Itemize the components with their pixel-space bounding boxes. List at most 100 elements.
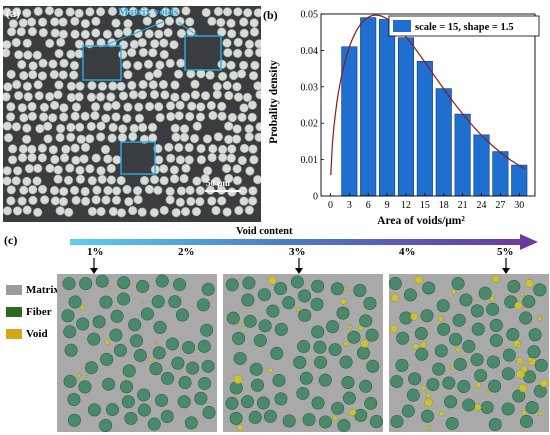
fiber-circle [390, 415, 404, 429]
fiber-circle [232, 124, 242, 134]
fiber-circle [452, 313, 466, 327]
fiber-circle [155, 393, 169, 407]
fiber-circle [3, 176, 12, 186]
fiber-circle [85, 164, 95, 174]
fiber-circle [8, 144, 18, 154]
pct-2: 2% [178, 246, 195, 258]
fiber-circle [97, 174, 107, 185]
void-circle [537, 316, 542, 321]
x-tick-label: 21 [458, 200, 468, 211]
x-tick-label: 9 [385, 200, 390, 211]
void-circle [238, 322, 243, 328]
fiber-circle [85, 134, 95, 144]
fiber-circle [217, 101, 227, 112]
fiber-circle [176, 28, 187, 39]
fiber-circle [224, 173, 234, 184]
fiber-circle [103, 185, 113, 196]
fiber-circle [233, 48, 243, 58]
fiber-circle [19, 70, 29, 81]
legend-text: scale = 15, shape = 1.5 [415, 22, 514, 33]
void-circle [84, 375, 89, 379]
fiber-circle [99, 419, 113, 432]
fiber-circle [211, 176, 222, 186]
fiber-circle [196, 102, 206, 112]
fiber-circle [128, 131, 138, 142]
bar-27 [492, 151, 509, 197]
fiber-circle [23, 92, 33, 102]
fiber-circle [43, 121, 53, 131]
fiber-circle [91, 195, 101, 205]
fiber-circle [59, 186, 69, 197]
fiber-circle [33, 80, 43, 90]
fiber-circle [128, 318, 142, 332]
fiber-circle [153, 143, 163, 154]
fiber-circle [106, 163, 116, 174]
fiber-circle [244, 48, 254, 58]
fiber-circle [37, 143, 48, 153]
fiber-circle [106, 175, 117, 185]
fiber-circle [170, 7, 180, 17]
fiber-circle [33, 6, 43, 16]
void-circle [489, 296, 495, 302]
fiber-circle [76, 134, 86, 144]
fiber-circle [512, 389, 526, 403]
fiber-circle [507, 279, 521, 293]
fiber-circle [66, 122, 76, 132]
void-circle [426, 425, 431, 430]
fiber-circle [173, 278, 187, 292]
fiber-circle [176, 186, 187, 196]
fiber-circle [366, 359, 380, 373]
fiber-circle [128, 205, 138, 216]
fiber-circle [202, 406, 216, 420]
fiber-circle [109, 328, 123, 342]
fiber-circle [311, 279, 325, 293]
fiber-circle [40, 195, 50, 205]
fiber-circle [154, 29, 164, 39]
fiber-circle [28, 61, 38, 71]
fiber-circle [414, 327, 428, 341]
fiber-circle [165, 186, 175, 196]
fiber-circle [18, 18, 28, 28]
legend-matrix-label: Matrix [26, 284, 59, 296]
fiber-circle [92, 185, 102, 195]
fiber-circle [194, 391, 208, 405]
fiber-circle [108, 81, 118, 91]
fiber-circle [229, 411, 243, 425]
fiber-circle [211, 205, 221, 216]
fiber-circle [53, 90, 63, 100]
fiber-circle [192, 121, 202, 131]
fiber-circle [339, 355, 353, 369]
void-circle [233, 374, 243, 384]
fiber-circle [96, 166, 106, 176]
x-tick-label: 24 [477, 200, 487, 211]
bar-9 [379, 19, 396, 197]
fiber-circle [197, 339, 211, 353]
fiber-circle [363, 296, 377, 310]
fiber-circle [165, 58, 175, 68]
down-arrow-icon [90, 258, 98, 274]
fiber-circle [22, 123, 32, 133]
fiber-circle [181, 163, 191, 173]
fiber-circle [432, 362, 446, 376]
void-circle [437, 316, 444, 322]
fiber-circle [133, 194, 143, 205]
fiber-circle [245, 166, 255, 176]
fiber-circle [149, 174, 160, 185]
fiber-circle [234, 205, 244, 216]
fiber-circle [534, 358, 548, 372]
void-circle [486, 389, 490, 394]
fiber-circle [149, 89, 160, 100]
fiber-circle [226, 60, 236, 70]
fiber-circle [103, 154, 113, 164]
fiber-circle [17, 59, 27, 70]
fiber-circle [243, 314, 257, 328]
y-tick-label: 0 [313, 192, 318, 203]
fiber-circle [533, 283, 547, 297]
fiber-circle [70, 111, 80, 121]
fiber-circle [408, 372, 422, 386]
fiber-circle [506, 328, 520, 342]
fiber-circle [178, 376, 192, 390]
fiber-circle [96, 206, 106, 217]
fiber-circle [96, 38, 106, 48]
legend-fiber-label: Fiber [26, 306, 52, 318]
